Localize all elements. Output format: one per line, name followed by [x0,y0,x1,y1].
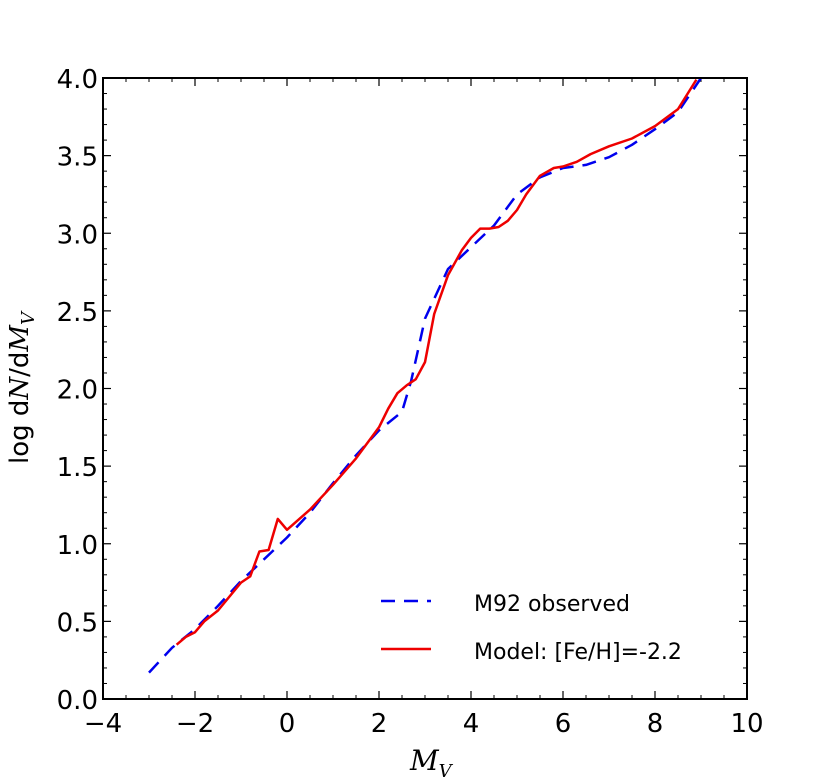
plot-frame [102,77,748,700]
x-tick-label: 4 [463,709,480,739]
x-axis-label-sub: V [439,761,454,777]
y-axis-label-m: M [5,324,35,353]
major-ticks [102,77,748,700]
y-tick-label: 4.0 [57,65,98,95]
y-tick-label: 2.0 [57,376,98,406]
legend-label-observed: M92 observed [474,592,630,617]
x-tick-label: −4 [84,709,122,739]
x-tick-label: 6 [555,709,572,739]
y-tick-label: 2.5 [57,298,98,328]
series-line-model [175,78,698,646]
series-line-observed [148,77,703,674]
x-tick-label: 8 [647,709,664,739]
x-tick-label: 0 [279,709,296,739]
y-tick-label: 3.0 [57,220,98,250]
minor-ticks [103,78,747,699]
x-tick-label: 10 [730,709,763,739]
y-axis-label-mid: /d [5,352,35,377]
y-tick-label: 3.5 [57,143,98,173]
legend-label-model: Model: [Fe/H]=-2.2 [474,640,682,665]
y-tick-labels: 0.0 0.5 1.0 1.5 2.0 2.5 3.0 3.5 4.0 [57,65,98,716]
x-tick-labels: −4 −2 0 2 4 6 8 10 [84,709,764,739]
x-tick-label: 2 [371,709,388,739]
series-layer [148,77,703,674]
y-tick-label: 0.0 [57,686,98,716]
y-axis-label: log dN/dMV [5,310,39,464]
y-tick-label: 1.5 [57,453,98,483]
x-tick-label: −2 [176,709,214,739]
y-axis-label-sub: V [18,310,39,325]
x-axis-label: MV [409,744,454,777]
y-axis-label-n: N [5,376,35,401]
x-axis-label-main: M [409,744,440,777]
legend: M92 observed Model: [Fe/H]=-2.2 [381,592,682,665]
y-axis-label-prefix: log d [5,400,35,464]
y-tick-label: 0.5 [57,608,98,638]
y-tick-label: 1.0 [57,531,98,561]
